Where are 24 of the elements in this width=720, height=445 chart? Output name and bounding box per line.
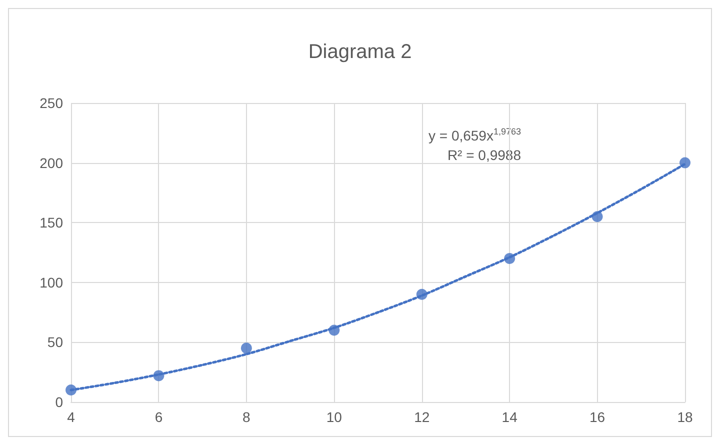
x-tick-label: 14	[502, 409, 518, 425]
point	[416, 288, 428, 300]
x-tick-label: 16	[589, 409, 606, 425]
x-tick-label: 8	[242, 409, 251, 425]
x-tick-label: 10	[326, 409, 342, 425]
y-tick-label: 0	[55, 394, 64, 410]
x-tick-label: 4	[67, 409, 76, 425]
y-tick-label: 200	[40, 154, 64, 171]
x-tick-label: 6	[154, 409, 163, 425]
point	[592, 211, 603, 222]
point	[504, 252, 516, 264]
x-tick-label: 18	[677, 409, 693, 425]
y-tick-label: 250	[40, 95, 64, 111]
x-tick-label: 12	[414, 409, 430, 425]
annotation: R² = 0,9988	[447, 147, 522, 163]
point	[328, 324, 340, 336]
y-tick-label: 100	[40, 274, 64, 290]
point	[153, 370, 164, 382]
chart-title: Diagrama 2	[308, 41, 412, 63]
y-tick-label: 50	[47, 334, 64, 350]
point	[680, 157, 690, 168]
point	[240, 342, 252, 354]
point	[66, 384, 76, 396]
y-tick-label: 150	[40, 214, 64, 231]
